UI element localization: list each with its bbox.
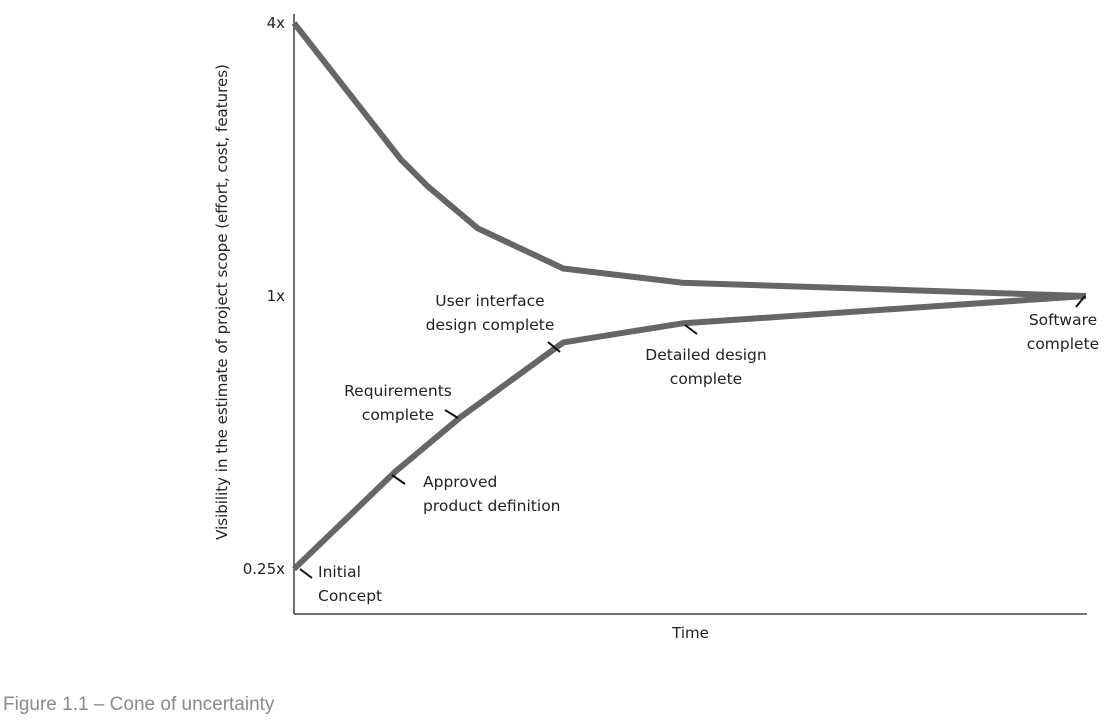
milestone-label: complete bbox=[1027, 335, 1099, 353]
axes: 4x 1x 0.25x Time Visibility in the estimate … bbox=[213, 14, 1087, 642]
milestone-marker bbox=[684, 324, 698, 335]
milestone-marker bbox=[444, 409, 459, 419]
milestone-marker bbox=[1075, 295, 1086, 308]
milestone-label: product definition bbox=[423, 497, 561, 515]
milestone-label: User interface bbox=[435, 292, 544, 310]
x-axis-label: Time bbox=[671, 624, 709, 642]
series-line-underestimate bbox=[291, 293, 1087, 572]
y-tick-label: 1x bbox=[267, 287, 286, 305]
milestone-marker bbox=[547, 341, 561, 353]
milestone-label: complete bbox=[362, 406, 434, 424]
milestone-label: Approved bbox=[423, 473, 497, 491]
y-tick-label: 4x bbox=[267, 14, 286, 32]
cone-of-uncertainty-chart: 4x 1x 0.25x Time Visibility in the estimate … bbox=[213, 14, 1099, 642]
series-line-overestimate bbox=[291, 21, 1087, 299]
milestone-label: design complete bbox=[426, 316, 555, 334]
figure-caption: Figure 1.1 – Cone of uncertainty bbox=[3, 694, 275, 715]
y-tick-label: 0.25x bbox=[243, 560, 285, 578]
milestone-label: complete bbox=[670, 370, 742, 388]
y-axis-label: Visibility in the estimate of project sc… bbox=[213, 64, 231, 540]
milestone-marker bbox=[391, 474, 406, 485]
milestone-label: Software bbox=[1029, 311, 1097, 329]
milestone-marker bbox=[299, 568, 313, 579]
milestone-label: Requirements bbox=[344, 382, 452, 400]
annotation-layer: Initial Concept Approved product definition… bbox=[299, 292, 1099, 605]
milestone-label: Initial bbox=[318, 563, 361, 581]
milestone-label: Detailed design bbox=[645, 346, 766, 364]
series-layer bbox=[291, 21, 1087, 572]
milestone-label: Concept bbox=[318, 587, 382, 605]
